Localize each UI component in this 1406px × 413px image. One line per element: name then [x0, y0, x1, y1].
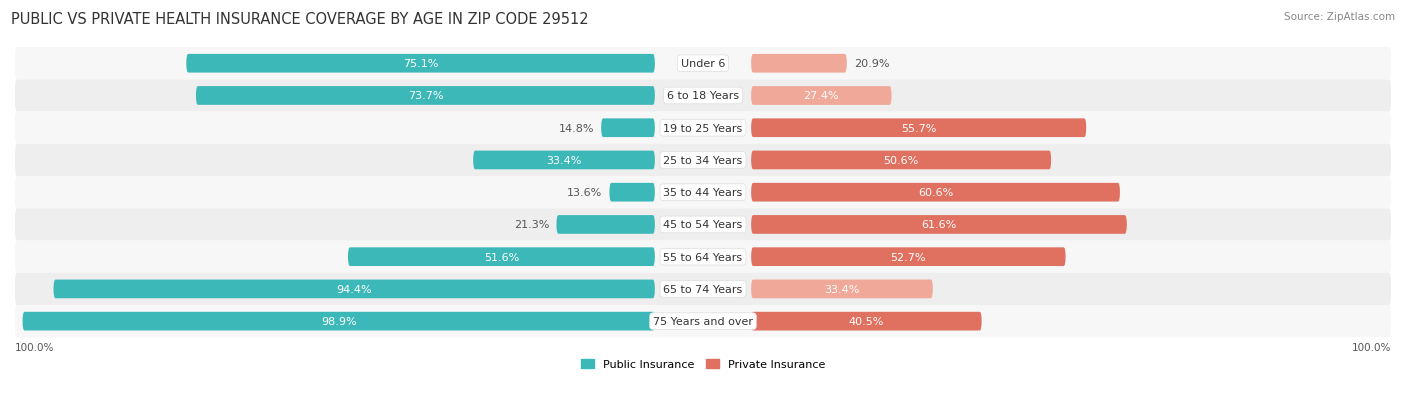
- Text: 75 Years and over: 75 Years and over: [652, 316, 754, 326]
- Text: 45 to 54 Years: 45 to 54 Years: [664, 220, 742, 230]
- Text: 35 to 44 Years: 35 to 44 Years: [664, 188, 742, 198]
- Text: 52.7%: 52.7%: [890, 252, 927, 262]
- FancyBboxPatch shape: [751, 87, 891, 106]
- FancyBboxPatch shape: [15, 48, 1391, 80]
- Text: PUBLIC VS PRIVATE HEALTH INSURANCE COVERAGE BY AGE IN ZIP CODE 29512: PUBLIC VS PRIVATE HEALTH INSURANCE COVER…: [11, 12, 589, 27]
- FancyBboxPatch shape: [15, 305, 1391, 337]
- FancyBboxPatch shape: [15, 209, 1391, 241]
- Text: 19 to 25 Years: 19 to 25 Years: [664, 123, 742, 133]
- Text: 55.7%: 55.7%: [901, 123, 936, 133]
- FancyBboxPatch shape: [751, 280, 932, 299]
- FancyBboxPatch shape: [609, 183, 655, 202]
- FancyBboxPatch shape: [15, 241, 1391, 273]
- Text: 98.9%: 98.9%: [321, 316, 357, 326]
- Text: 21.3%: 21.3%: [515, 220, 550, 230]
- FancyBboxPatch shape: [474, 151, 655, 170]
- Text: 6 to 18 Years: 6 to 18 Years: [666, 91, 740, 101]
- Text: 20.9%: 20.9%: [853, 59, 889, 69]
- Text: Under 6: Under 6: [681, 59, 725, 69]
- FancyBboxPatch shape: [557, 216, 655, 234]
- Text: 73.7%: 73.7%: [408, 91, 443, 101]
- Text: 25 to 34 Years: 25 to 34 Years: [664, 156, 742, 166]
- FancyBboxPatch shape: [15, 145, 1391, 177]
- FancyBboxPatch shape: [15, 80, 1391, 112]
- Text: Source: ZipAtlas.com: Source: ZipAtlas.com: [1284, 12, 1395, 22]
- FancyBboxPatch shape: [602, 119, 655, 138]
- FancyBboxPatch shape: [751, 216, 1126, 234]
- FancyBboxPatch shape: [53, 280, 655, 299]
- Legend: Public Insurance, Private Insurance: Public Insurance, Private Insurance: [581, 359, 825, 370]
- FancyBboxPatch shape: [15, 177, 1391, 209]
- FancyBboxPatch shape: [751, 183, 1121, 202]
- Text: 51.6%: 51.6%: [484, 252, 519, 262]
- Text: 33.4%: 33.4%: [824, 284, 859, 294]
- Text: 33.4%: 33.4%: [547, 156, 582, 166]
- Text: 40.5%: 40.5%: [849, 316, 884, 326]
- FancyBboxPatch shape: [15, 112, 1391, 145]
- Text: 60.6%: 60.6%: [918, 188, 953, 198]
- FancyBboxPatch shape: [751, 55, 846, 74]
- FancyBboxPatch shape: [195, 87, 655, 106]
- Text: 100.0%: 100.0%: [1351, 342, 1391, 352]
- Text: 100.0%: 100.0%: [15, 342, 55, 352]
- Text: 14.8%: 14.8%: [558, 123, 595, 133]
- FancyBboxPatch shape: [751, 151, 1052, 170]
- Text: 65 to 74 Years: 65 to 74 Years: [664, 284, 742, 294]
- Text: 27.4%: 27.4%: [803, 91, 839, 101]
- FancyBboxPatch shape: [349, 248, 655, 266]
- Text: 50.6%: 50.6%: [883, 156, 918, 166]
- Text: 75.1%: 75.1%: [404, 59, 439, 69]
- Text: 13.6%: 13.6%: [567, 188, 603, 198]
- FancyBboxPatch shape: [751, 312, 981, 331]
- Text: 94.4%: 94.4%: [336, 284, 373, 294]
- Text: 55 to 64 Years: 55 to 64 Years: [664, 252, 742, 262]
- FancyBboxPatch shape: [751, 248, 1066, 266]
- FancyBboxPatch shape: [751, 119, 1087, 138]
- Text: 61.6%: 61.6%: [921, 220, 956, 230]
- FancyBboxPatch shape: [22, 312, 655, 331]
- FancyBboxPatch shape: [15, 273, 1391, 305]
- FancyBboxPatch shape: [187, 55, 655, 74]
